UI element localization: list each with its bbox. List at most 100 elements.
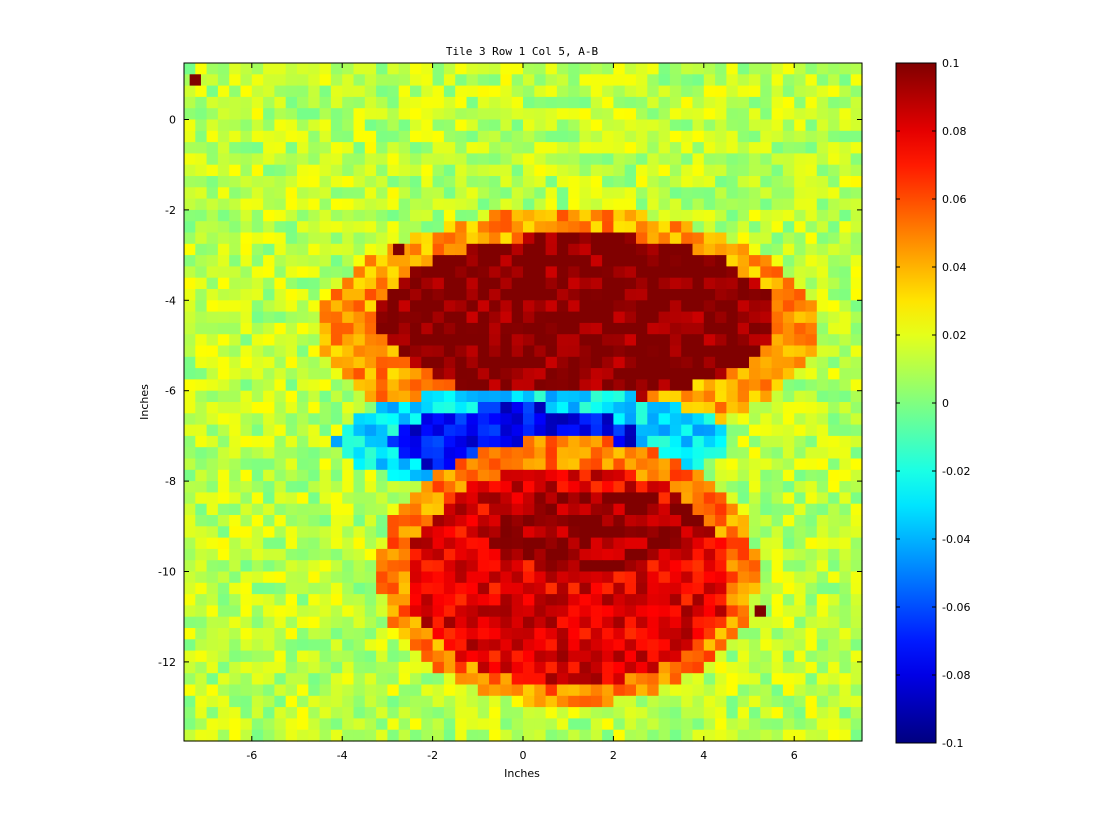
heatmap-cell bbox=[737, 435, 750, 448]
heatmap-cell bbox=[297, 718, 309, 731]
heatmap-cell bbox=[794, 707, 807, 719]
heatmap-cell bbox=[184, 153, 196, 166]
heatmap-cell bbox=[217, 503, 230, 516]
heatmap-cell bbox=[556, 63, 569, 75]
heatmap-cell bbox=[511, 379, 524, 392]
heatmap-cell bbox=[545, 130, 558, 143]
heatmap-cell bbox=[376, 277, 388, 290]
heatmap-cell bbox=[217, 616, 230, 629]
heatmap-cell bbox=[443, 300, 456, 313]
heatmap-cell bbox=[703, 526, 716, 539]
heatmap-cell bbox=[500, 729, 513, 742]
heatmap-cell bbox=[703, 435, 716, 448]
heatmap-cell bbox=[387, 334, 400, 347]
heatmap-cell bbox=[828, 469, 840, 482]
heatmap-cell bbox=[568, 345, 581, 358]
heatmap-cell bbox=[523, 582, 535, 595]
heatmap-cell bbox=[850, 695, 863, 708]
heatmap-cell bbox=[816, 142, 829, 154]
heatmap-cell bbox=[590, 424, 603, 437]
heatmap-cell bbox=[771, 515, 784, 527]
heatmap-cell bbox=[805, 503, 818, 516]
heatmap-cell bbox=[342, 209, 355, 222]
heatmap-cell bbox=[602, 526, 614, 539]
heatmap-cell bbox=[432, 571, 445, 584]
heatmap-cell bbox=[839, 605, 852, 618]
heatmap-cell bbox=[816, 424, 829, 437]
heatmap-cell bbox=[771, 390, 784, 403]
heatmap-cell bbox=[206, 424, 219, 437]
heatmap-cell bbox=[760, 684, 773, 697]
heatmap-cell bbox=[839, 63, 852, 75]
heatmap-cell bbox=[782, 322, 795, 335]
heatmap-cell bbox=[387, 300, 400, 313]
heatmap-cell bbox=[647, 435, 660, 448]
heatmap-cell bbox=[443, 628, 456, 640]
heatmap-cell bbox=[805, 424, 818, 437]
heatmap-cell bbox=[805, 255, 818, 267]
heatmap-cell bbox=[217, 187, 230, 200]
heatmap-cell bbox=[319, 458, 332, 471]
heatmap-cell bbox=[342, 571, 355, 584]
heatmap-cell bbox=[828, 85, 840, 98]
heatmap-cell bbox=[500, 322, 513, 335]
heatmap-cell bbox=[387, 232, 400, 245]
heatmap-cell bbox=[613, 277, 626, 290]
heatmap-cell bbox=[364, 164, 377, 177]
heatmap-cell bbox=[545, 413, 558, 426]
heatmap-cell bbox=[613, 707, 626, 719]
heatmap-cell bbox=[500, 424, 513, 437]
heatmap-cell bbox=[579, 650, 592, 663]
heatmap-cell bbox=[308, 379, 321, 392]
heatmap-cell bbox=[364, 63, 377, 75]
heatmap-cell bbox=[455, 164, 468, 177]
heatmap-cell bbox=[410, 481, 422, 493]
heatmap-cell bbox=[251, 74, 264, 87]
heatmap-cell bbox=[794, 605, 807, 618]
heatmap-cell bbox=[477, 548, 490, 561]
heatmap-cell bbox=[602, 582, 614, 595]
heatmap-cell bbox=[703, 311, 716, 324]
heatmap-cell bbox=[805, 537, 818, 550]
heatmap-cell bbox=[624, 277, 637, 290]
heatmap-cell bbox=[229, 243, 242, 256]
heatmap-cell bbox=[353, 277, 366, 290]
heatmap-cell bbox=[432, 266, 445, 279]
heatmap-cell bbox=[839, 164, 852, 177]
heatmap-cell bbox=[782, 402, 795, 414]
heatmap-cell bbox=[579, 447, 592, 460]
heatmap-cell bbox=[737, 424, 750, 437]
heatmap-cell bbox=[410, 243, 422, 256]
heatmap-cell bbox=[432, 605, 445, 618]
heatmap-cell bbox=[308, 356, 321, 369]
heatmap-cell bbox=[364, 142, 377, 154]
heatmap-cell bbox=[217, 74, 230, 87]
heatmap-cell bbox=[410, 345, 422, 358]
heatmap-cell bbox=[455, 582, 468, 595]
heatmap-cell bbox=[523, 289, 535, 301]
heatmap-cell bbox=[353, 707, 366, 719]
heatmap-cell bbox=[443, 153, 456, 166]
heatmap-cell bbox=[816, 243, 829, 256]
heatmap-cell bbox=[726, 164, 739, 177]
heatmap-cell bbox=[443, 232, 456, 245]
heatmap-cell bbox=[545, 356, 558, 369]
heatmap-cell bbox=[285, 198, 298, 211]
heatmap-cell bbox=[636, 458, 648, 471]
heatmap-cell bbox=[489, 356, 501, 369]
heatmap-cell bbox=[240, 616, 253, 629]
heatmap-cell bbox=[749, 718, 761, 731]
heatmap-cell bbox=[511, 209, 524, 222]
heatmap-cell bbox=[726, 469, 739, 482]
heatmap-cell bbox=[229, 707, 242, 719]
heatmap-cell bbox=[297, 639, 309, 652]
heatmap-cell bbox=[771, 684, 784, 697]
heatmap-cell bbox=[511, 300, 524, 313]
heatmap-cell bbox=[669, 560, 682, 573]
heatmap-cell bbox=[669, 300, 682, 313]
heatmap-cell bbox=[376, 628, 388, 640]
heatmap-cell bbox=[443, 187, 456, 200]
heatmap-cell bbox=[624, 390, 637, 403]
heatmap-cell bbox=[206, 243, 219, 256]
heatmap-cell bbox=[466, 356, 479, 369]
